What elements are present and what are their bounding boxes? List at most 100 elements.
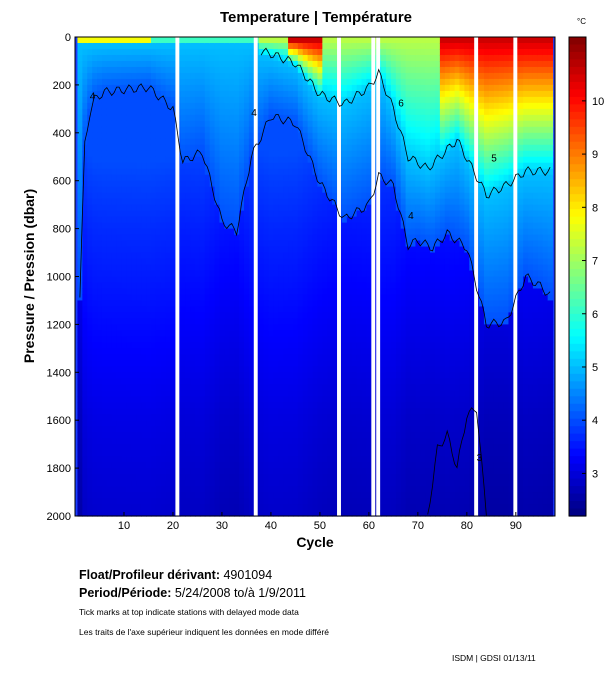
- heatmap-cell: [214, 84, 221, 92]
- heatmap-cell: [116, 444, 123, 451]
- heatmap-cell: [106, 204, 113, 212]
- heatmap-cell: [195, 468, 201, 475]
- heatmap-cell: [150, 426, 157, 433]
- heatmap-cell: [204, 492, 211, 499]
- heatmap-cell: [268, 222, 274, 230]
- heatmap-cell: [82, 162, 88, 170]
- heatmap-cell: [248, 78, 255, 86]
- heatmap-cell: [224, 420, 230, 427]
- heatmap-cell: [190, 108, 196, 116]
- heatmap-cell: [97, 216, 103, 224]
- heatmap-cell: [87, 288, 93, 296]
- heatmap-cell: [243, 330, 250, 337]
- heatmap-cell: [185, 324, 191, 331]
- heatmap-cell: [131, 366, 137, 373]
- heatmap-cell: [297, 186, 304, 194]
- heatmap-cell: [180, 348, 186, 355]
- heatmap-cell: [136, 222, 142, 230]
- heatmap-cell: [155, 234, 162, 242]
- heatmap-cell: [243, 396, 250, 403]
- heatmap-cell: [273, 90, 279, 98]
- heatmap-cell: [77, 360, 83, 367]
- heatmap-cell: [126, 72, 132, 80]
- heatmap-cell: [317, 270, 323, 278]
- heatmap-cell: [258, 66, 265, 74]
- heatmap-cell: [288, 156, 294, 164]
- heatmap-cell: [317, 120, 323, 128]
- heatmap-cell: [341, 336, 348, 343]
- heatmap-cell: [111, 342, 118, 349]
- heatmap-cell: [97, 264, 103, 272]
- heatmap-cell: [131, 114, 137, 122]
- heatmap-cell: [131, 174, 137, 182]
- heatmap-cell: [366, 144, 372, 152]
- heatmap-cell: [332, 288, 338, 296]
- heatmap-cell: [307, 156, 314, 164]
- heatmap-cell: [346, 108, 353, 116]
- heatmap-cell: [199, 498, 206, 505]
- heatmap-cell: [150, 108, 157, 116]
- heatmap-cell: [111, 504, 118, 511]
- heatmap-cell: [204, 300, 211, 308]
- heatmap-cell: [243, 348, 250, 355]
- heatmap-cell: [106, 48, 113, 56]
- heatmap-cell: [248, 174, 255, 182]
- heatmap-cell: [248, 216, 255, 224]
- heatmap-cell: [327, 78, 333, 86]
- heatmap-cell: [234, 216, 240, 224]
- heatmap-cell: [283, 474, 289, 481]
- heatmap-cell: [258, 102, 265, 110]
- heatmap-cell: [263, 486, 270, 493]
- heatmap-cell: [239, 60, 245, 68]
- heatmap-cell: [209, 378, 216, 385]
- heatmap-cell: [199, 492, 206, 499]
- heatmap-cell: [131, 240, 137, 248]
- heatmap-cell: [219, 126, 225, 134]
- heatmap-cell: [322, 84, 328, 92]
- heatmap-cell: [248, 210, 255, 218]
- heatmap-cell: [101, 354, 108, 361]
- heatmap-cell: [317, 486, 323, 493]
- heatmap-cell: [116, 450, 123, 457]
- heatmap-cell: [239, 312, 245, 320]
- heatmap-cell: [273, 354, 279, 361]
- heatmap-cell: [106, 114, 113, 122]
- heatmap-cell: [111, 372, 118, 379]
- heatmap-cell: [214, 132, 221, 140]
- heatmap-cell: [224, 108, 230, 116]
- heatmap-cell: [248, 348, 255, 355]
- heatmap-cell: [195, 228, 201, 236]
- heatmap-cell: [288, 126, 294, 134]
- heatmap-cell: [283, 60, 289, 68]
- heatmap-cell: [136, 318, 142, 325]
- heatmap-cell: [111, 462, 118, 469]
- heatmap-cell: [185, 198, 191, 206]
- heatmap-cell: [278, 234, 284, 242]
- heatmap-cell: [346, 498, 353, 505]
- heatmap-cell: [283, 354, 289, 361]
- heatmap-cell: [258, 408, 265, 415]
- heatmap-cell: [77, 216, 83, 224]
- heatmap-cell: [92, 408, 98, 415]
- heatmap-cell: [361, 306, 368, 314]
- heatmap-cell: [180, 198, 186, 206]
- heatmap-cell: [195, 384, 201, 391]
- heatmap-cell: [243, 66, 250, 74]
- heatmap-cell: [312, 384, 319, 391]
- heatmap-cell: [351, 66, 358, 74]
- heatmap-cell: [185, 498, 191, 505]
- heatmap-cell: [87, 96, 93, 104]
- heatmap-cell: [288, 54, 294, 62]
- heatmap-cell: [312, 360, 319, 367]
- heatmap-cell: [126, 438, 132, 445]
- heatmap-cell: [327, 42, 333, 50]
- heatmap-cell: [170, 360, 177, 367]
- heatmap-cell: [322, 216, 328, 224]
- heatmap-cell: [248, 282, 255, 290]
- heatmap-cell: [116, 384, 123, 391]
- heatmap-cell: [307, 342, 314, 349]
- heatmap-cell: [297, 426, 304, 433]
- heatmap-cell: [297, 402, 304, 409]
- heatmap-cell: [155, 102, 162, 110]
- heatmap-cell: [131, 228, 137, 236]
